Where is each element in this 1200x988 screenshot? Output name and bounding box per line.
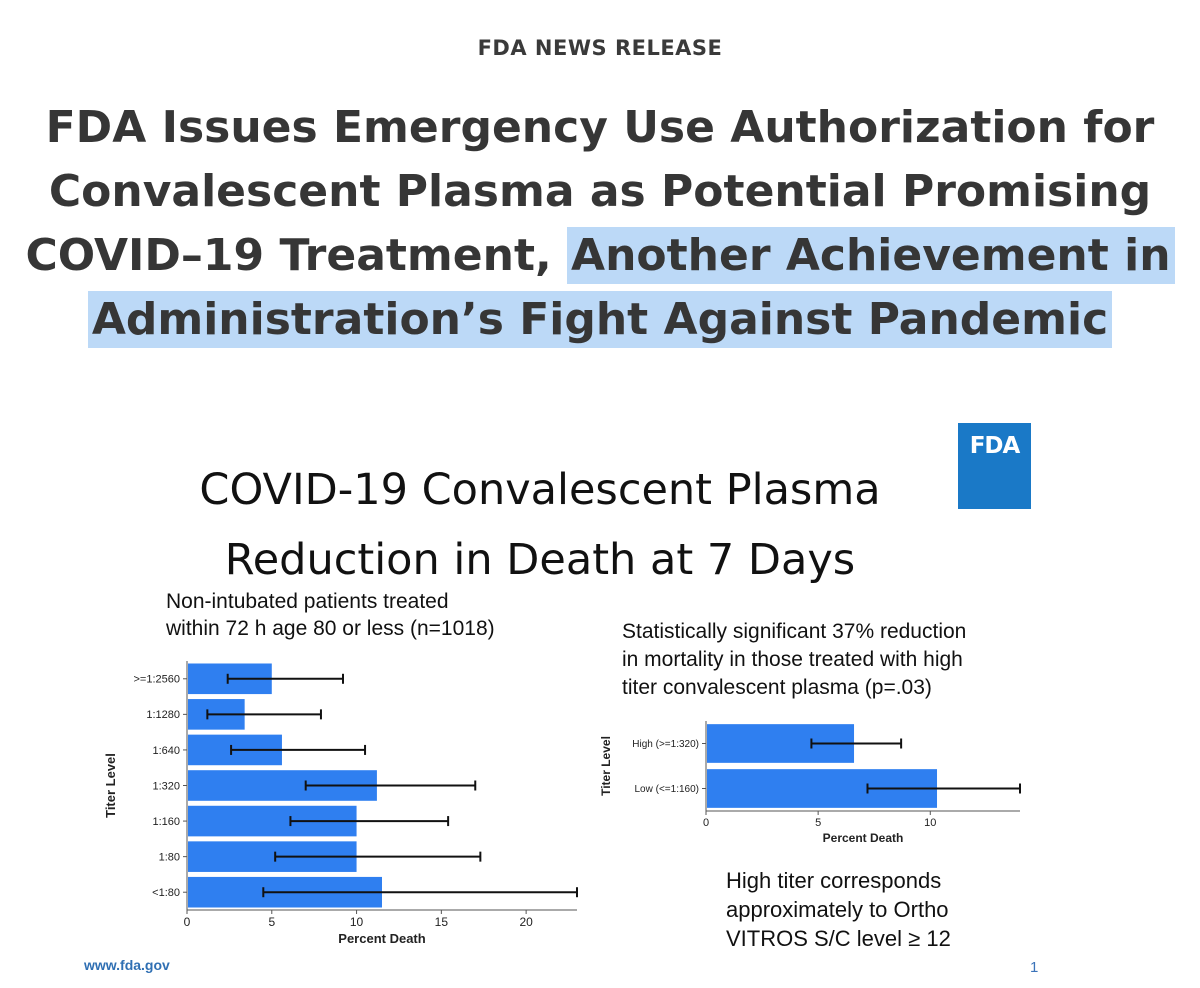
category-label-0-4: 1:160: [152, 816, 180, 828]
high-low-titer-chart: High (>=1:320) Low (<=1:160) 0 5 10 Percent D…: [599, 721, 1021, 845]
left-subtitle-line-1: Non-intubated patients treated: [166, 590, 449, 613]
bottom-note-line-1: High titer corresponds: [726, 868, 942, 893]
x-tick-label-1-1: 5: [815, 817, 821, 829]
headline-plain-text: FDA Issues Emergency Use Authorization f…: [25, 102, 1155, 281]
x-tick-label-0-1: 5: [268, 915, 275, 929]
bottom-note-line-2: approximately to Ortho: [726, 897, 949, 922]
x-tick-label-0-0: 0: [184, 915, 191, 929]
slide-page-number: 1: [1030, 959, 1039, 976]
slide-title-line-2: Reduction in Death at 7 Days: [224, 535, 856, 585]
right-chart-note: Statistically significant 37% reduction …: [622, 618, 1062, 702]
right-note-line-2: in mortality in those treated with high: [622, 648, 963, 671]
right-note-line-1: Statistically significant 37% reduction: [622, 620, 967, 643]
fda-logo-text: FDA: [969, 433, 1021, 459]
x-tick-label-0-2: 10: [350, 915, 364, 929]
left-subtitle-line-2: within 72 h age 80 or less (n=1018): [166, 617, 495, 640]
fda-logo: FDA: [958, 423, 1031, 509]
category-label-0-2: 1:640: [152, 745, 180, 757]
y-axis-title-0: Titer Level: [103, 753, 118, 818]
category-label-0-3: 1:320: [152, 780, 180, 792]
category-label-0-6: <1:80: [152, 887, 180, 899]
category-label-0-0: >=1:2560: [134, 674, 181, 686]
category-label-0-5: 1:80: [159, 851, 180, 863]
titer-equivalence-note: High titer corresponds approximately to …: [726, 866, 1026, 953]
bottom-note-line-3: VITROS S/C level ≥ 12: [726, 926, 951, 951]
right-note-line-3: titer convalescent plasma (p=.03): [622, 676, 932, 699]
titer-level-chart: >=1:2560 1:1280 1:640 1:320 1:160 1:80 <1:80 0 5…: [103, 661, 578, 945]
category-label-0-1: 1:1280: [146, 709, 180, 721]
slide-title-line-1: COVID-19 Convalescent Plasma: [199, 465, 881, 515]
x-tick-label-0-4: 20: [519, 915, 533, 929]
category-label-1-1: Low (<=1:160): [635, 784, 700, 795]
x-tick-label-1-0: 0: [703, 817, 709, 829]
fda-url[interactable]: www.fda.gov: [84, 957, 170, 973]
left-chart-subtitle: Non-intubated patients treated within 72…: [166, 588, 596, 642]
page-headline: FDA Issues Emergency Use Authorization f…: [20, 96, 1180, 352]
category-label-1-0: High (>=1:320): [632, 739, 699, 750]
slide-title: COVID-19 Convalescent Plasma Reduction i…: [90, 455, 990, 595]
x-tick-label-1-2: 10: [924, 817, 936, 829]
headline-highlighted-text: Another Achievement in Administration’s …: [87, 227, 1175, 348]
x-axis-title-1: Percent Death: [823, 831, 904, 845]
y-axis-title-1: Titer Level: [599, 736, 613, 796]
x-axis-title-0: Percent Death: [338, 931, 425, 945]
news-release-label: FDA NEWS RELEASE: [477, 36, 723, 60]
x-tick-label-0-3: 15: [435, 915, 449, 929]
